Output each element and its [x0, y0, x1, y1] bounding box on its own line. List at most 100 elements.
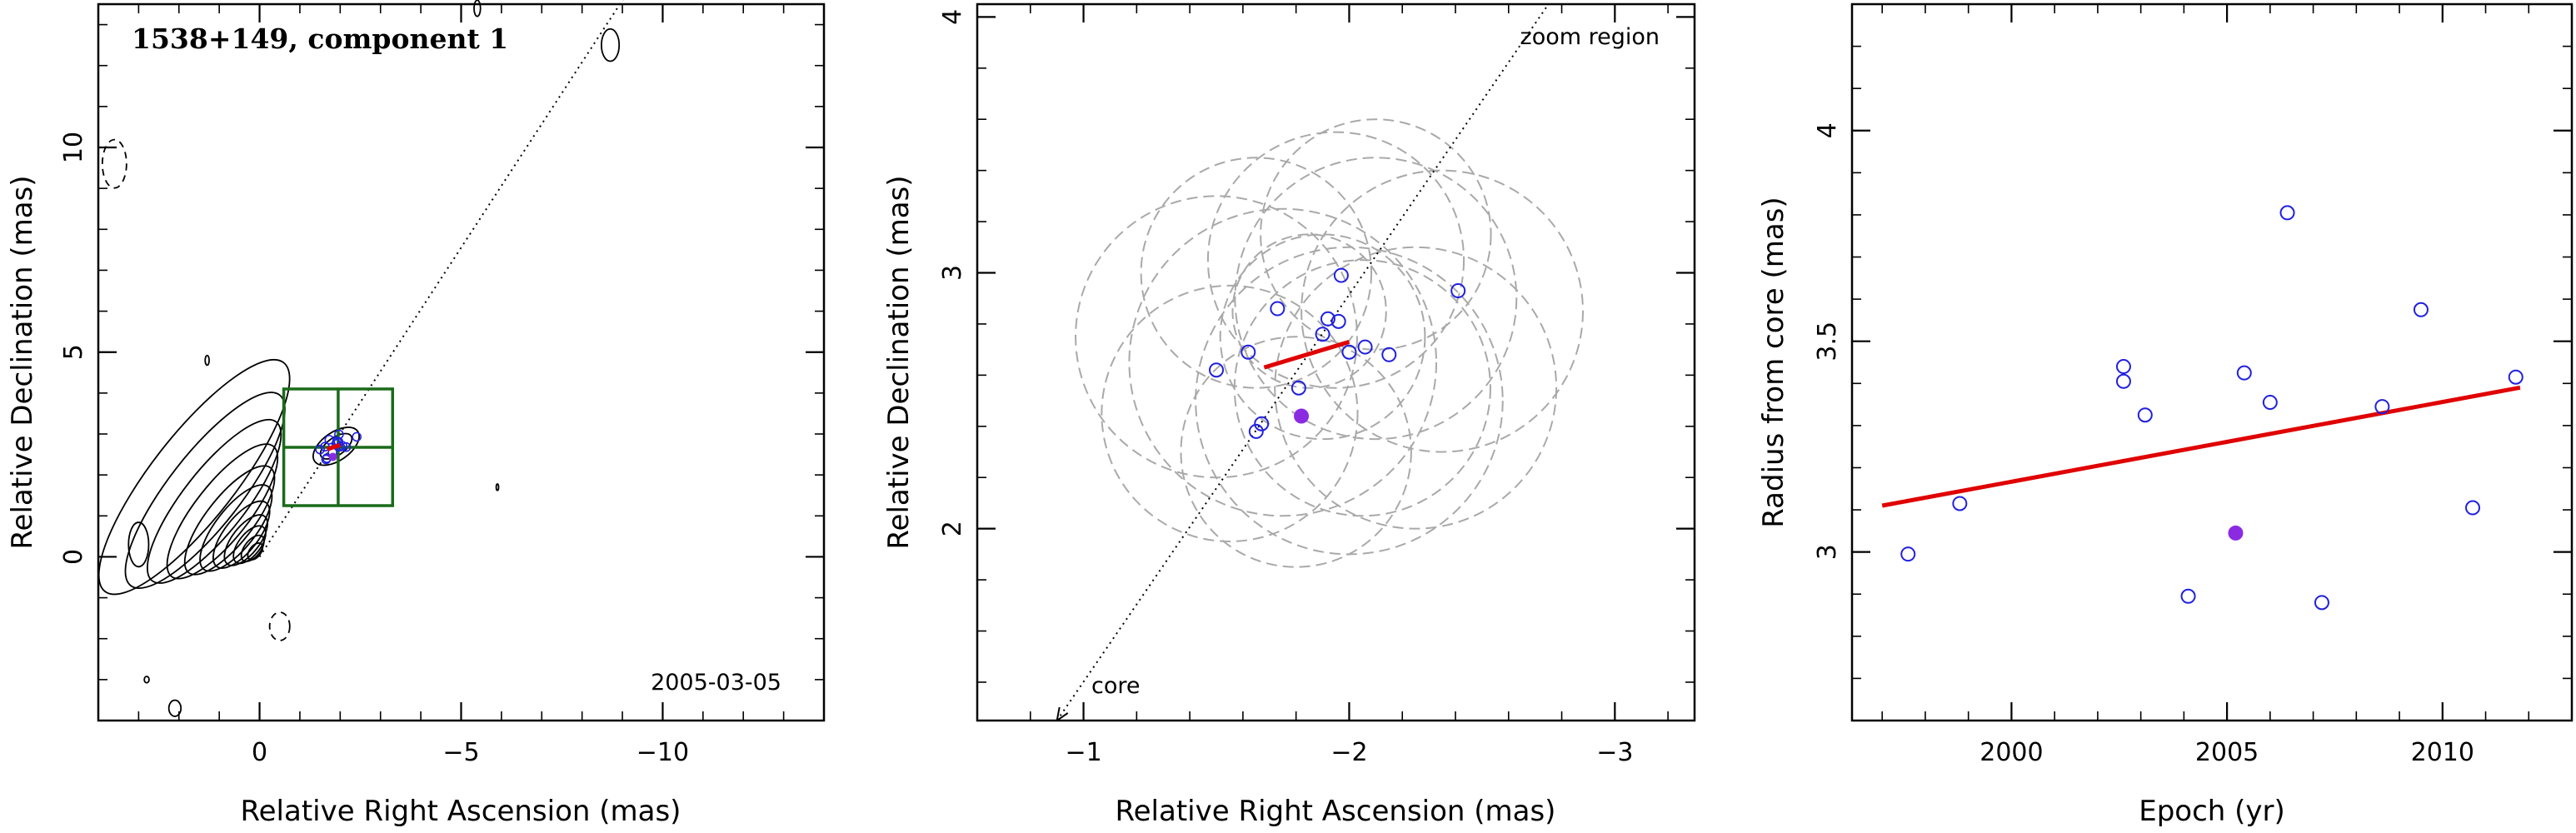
beam-circles [1075, 118, 1584, 568]
x-tick-label: −1 [1065, 738, 1101, 767]
contour-level [240, 534, 265, 562]
y-tick-label: 3 [1813, 544, 1842, 560]
y-tick-label: 3.5 [1813, 322, 1842, 362]
axis-ticks: −1 −2 −3 2 3 4 [938, 4, 1695, 767]
contour-level [183, 465, 276, 576]
component-position-point [315, 444, 325, 455]
contour-level [319, 432, 353, 460]
noise-contour [204, 354, 210, 367]
zoom-panel: −1 −2 −3 2 3 4 zoom region core Relative Righ… [882, 2, 1696, 828]
radius-data-point [2115, 373, 2131, 389]
linear-fit-line [1881, 385, 2521, 508]
component-position-point [1381, 347, 1397, 362]
contour-level [124, 392, 286, 589]
axis-ticks: 2000 2005 2010 3 3.5 4 [1813, 4, 2573, 767]
contour-level [247, 542, 264, 561]
radius-epoch-panel: 2000 2005 2010 3 3.5 4 Epoch (yr) Radius from… [1757, 2, 2574, 828]
noise-contour [167, 699, 182, 717]
noise-contour [127, 521, 150, 568]
motion-vector [327, 442, 342, 451]
plot-marks [1881, 205, 2524, 611]
highlight-epoch-point [1294, 408, 1310, 424]
highlight-epoch-point [2228, 525, 2244, 541]
x-axis-label: Epoch (yr) [2139, 795, 2285, 828]
radius-data-point [2180, 588, 2196, 604]
beam-circle [1140, 157, 1373, 389]
x-tick-label: −5 [442, 738, 479, 767]
beam-circle [1300, 169, 1584, 453]
y-tick-label: 2 [938, 521, 967, 536]
beam-circle [1206, 131, 1465, 389]
beam-circle [1234, 157, 1518, 441]
radius-data-point [2115, 359, 2131, 375]
noise-contour [495, 483, 500, 491]
radius-data-point [2236, 365, 2252, 381]
contour-level [232, 525, 267, 565]
component-position-point [341, 441, 352, 452]
radius-data-point [2465, 500, 2481, 516]
beam-circle [1101, 284, 1359, 542]
beam-circle [1260, 118, 1492, 351]
component-position-point [1341, 344, 1357, 360]
motion-vector [1263, 340, 1350, 370]
observation-date: 2005-03-05 [651, 670, 781, 696]
x-tick-label: 2000 [1979, 738, 2043, 767]
axis-ticks: 0 −5 −10 0 5 10 [59, 4, 825, 767]
jet-axis-line [1056, 3, 1550, 721]
component-position-point [1254, 416, 1270, 431]
y-axis-label: Radius from core (mas) [1757, 197, 1790, 527]
component-position-point [1450, 283, 1466, 298]
component-position-point [1270, 301, 1286, 317]
x-tick-label: −2 [1330, 738, 1367, 767]
component-position-point [1248, 423, 1264, 439]
beam-circle [1233, 259, 1491, 517]
x-tick-label: 0 [252, 738, 267, 767]
x-tick-label: −3 [1596, 738, 1633, 767]
y-axis-label: Relative Declination (mas) [6, 175, 39, 549]
component-position-point [352, 431, 362, 442]
component-position-point [1330, 313, 1346, 329]
x-axis-label: Relative Right Ascension (mas) [241, 795, 681, 828]
radius-data-point [2137, 407, 2153, 423]
noise-contour [600, 27, 621, 62]
x-tick-label: 2005 [2195, 738, 2259, 767]
x-tick-label: 2010 [2411, 738, 2474, 767]
noise-contour [473, 0, 482, 17]
x-tick-label: −10 [637, 738, 689, 767]
noise-contour [101, 138, 127, 189]
radius-data-point [1952, 496, 1968, 511]
core-label: core [1091, 673, 1140, 699]
contour-map-panel: 0 −5 −10 0 5 10 1538+149, component 1 2005-03… [6, 0, 826, 828]
jet-axis-line [258, 0, 624, 557]
contour-level [312, 426, 360, 466]
plot-frame [976, 2, 1696, 722]
component-position-point [1357, 339, 1373, 355]
noise-contour [268, 611, 291, 641]
radius-data-point [2262, 395, 2278, 411]
beam-circle [1274, 246, 1558, 530]
radius-data-point [1900, 546, 1916, 562]
core-arrowhead [1056, 706, 1069, 721]
component-position-point [1290, 380, 1306, 396]
y-tick-label: 5 [59, 344, 88, 360]
component-position-point [1241, 344, 1256, 360]
plot-frame [97, 2, 826, 722]
beam-circle [1128, 207, 1438, 517]
radius-data-point [2374, 399, 2390, 415]
contour-level [199, 484, 273, 572]
y-axis-label: Relative Declination (mas) [882, 175, 916, 549]
y-tick-label: 0 [59, 549, 88, 565]
highlight-epoch-point [328, 452, 337, 461]
contour-level [147, 418, 282, 584]
plot-marks [258, 0, 624, 557]
y-tick-label: 3 [938, 265, 967, 281]
component-position-point [1209, 362, 1224, 378]
y-tick-label: 4 [1813, 122, 1842, 138]
component-position-point [1315, 327, 1330, 342]
beam-circle [1180, 336, 1412, 568]
plot-marks [1056, 3, 1550, 721]
radius-data-point [2314, 595, 2329, 611]
beam-circle [1231, 233, 1387, 389]
y-tick-label: 4 [938, 9, 967, 25]
